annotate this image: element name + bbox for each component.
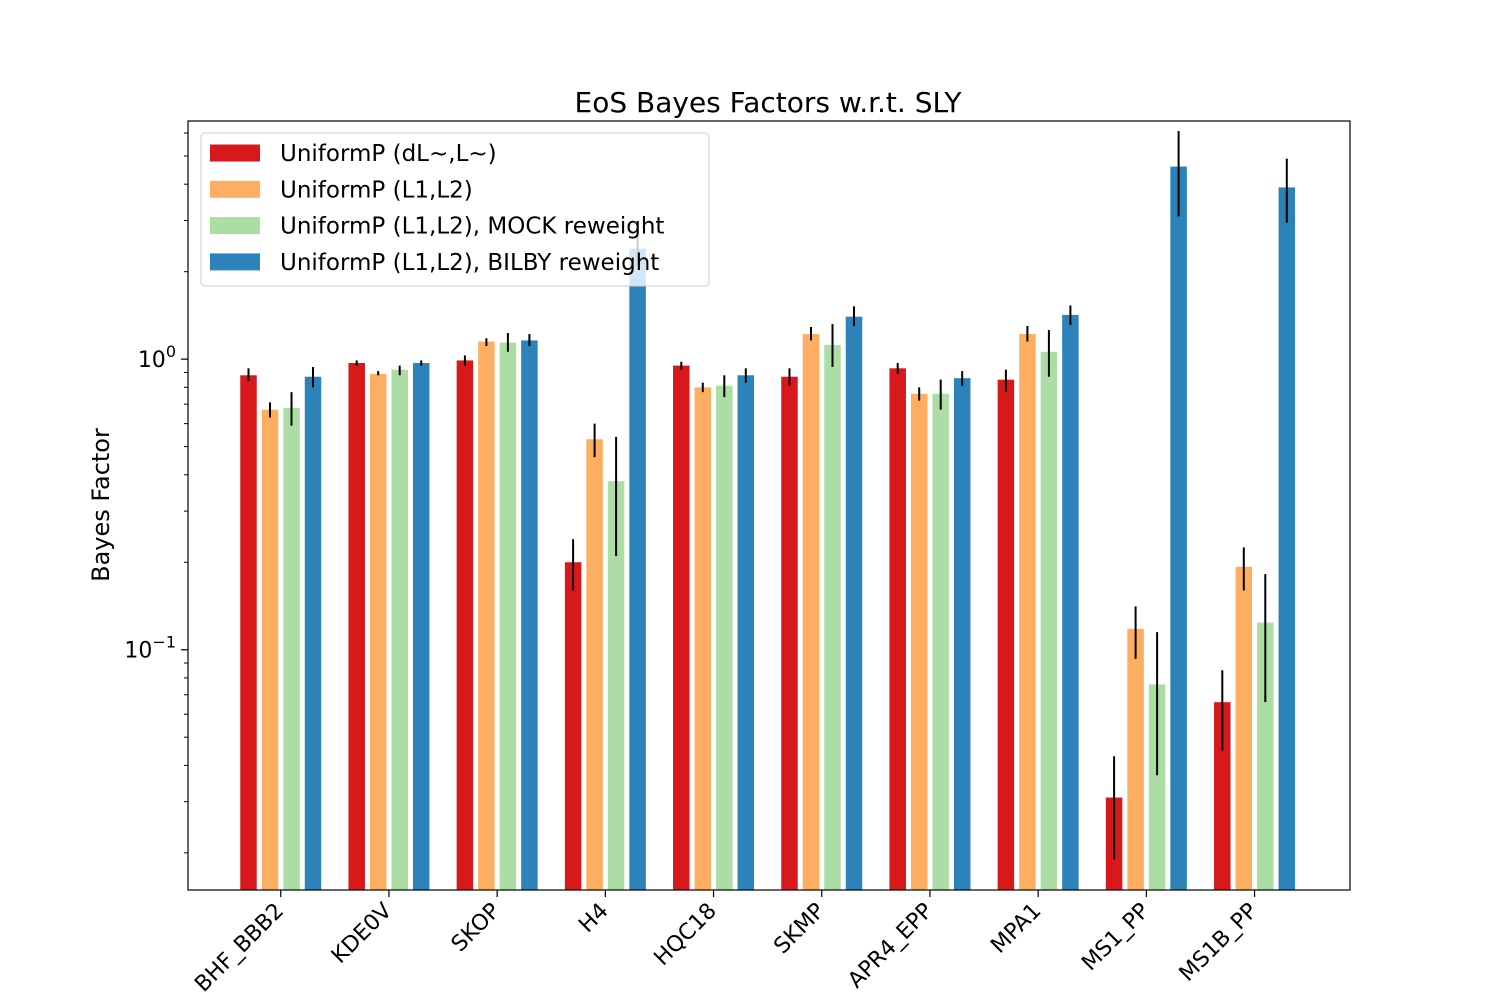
plot-frame (187, 120, 1351, 891)
legend-swatch (210, 253, 260, 271)
x-tick-label: HQC18 (650, 899, 722, 971)
bar (802, 334, 820, 890)
bar (910, 393, 928, 890)
x-tick-label: MPA1 (986, 899, 1046, 959)
bar (1257, 622, 1274, 890)
legend-label: UniformP (L1,L2) (280, 177, 473, 203)
bar (629, 248, 646, 890)
x-axis-ticks: BHF_BBB2 KDE0V SKOP H4 HQC18 SKMP APR4_EPP MPA1… (190, 890, 1263, 998)
legend-swatch (210, 180, 260, 198)
bar (673, 365, 690, 890)
legend-swatch (210, 217, 260, 235)
y-tick-label: 100 (138, 342, 176, 373)
bar (499, 342, 517, 890)
x-tick-label: H4 (574, 899, 613, 938)
x-tick-label: SKMP (769, 899, 830, 960)
bar (1148, 684, 1166, 890)
chart-title: EoS Bayes Factors w.r.t. SLY (575, 86, 963, 119)
bar (261, 409, 279, 890)
x-tick-label: APR4_EPP (843, 899, 938, 994)
x-tick-label: KDE0V (327, 899, 397, 969)
bar (478, 341, 495, 890)
legend-swatch (210, 144, 260, 162)
errorbars-layer (247, 130, 1288, 860)
bar (1127, 628, 1144, 890)
bar (412, 362, 430, 890)
bar (1235, 566, 1253, 890)
bar (1170, 166, 1187, 890)
x-tick-label: MS1B_PP (1175, 899, 1263, 987)
legend: UniformP (dL~,L~) UniformP (L1,L2) Uniform… (200, 132, 710, 287)
bar (1062, 314, 1079, 890)
bar (824, 344, 841, 891)
bar (391, 369, 408, 890)
x-tick-label: BHF_BBB2 (190, 899, 289, 998)
legend-label: UniformP (L1,L2), BILBY reweight (280, 250, 659, 276)
bar (304, 376, 322, 891)
bar (997, 379, 1015, 890)
y-axis-label: Bayes Factor (87, 428, 115, 582)
bar (586, 439, 603, 890)
y-tick-label: 10−1 (124, 633, 176, 664)
legend-label: UniformP (L1,L2), MOCK reweight (280, 214, 664, 240)
bar (1278, 187, 1296, 890)
x-tick-label: MS1_PP (1077, 899, 1154, 976)
bar (889, 368, 906, 890)
bar (737, 375, 755, 890)
x-tick-label: SKOP (447, 899, 506, 958)
bars-layer (240, 166, 1296, 891)
bar (369, 373, 387, 890)
bar (348, 362, 365, 890)
bar (953, 378, 971, 890)
bar (1214, 702, 1231, 890)
bar (845, 316, 863, 890)
bar (781, 376, 798, 891)
bar (240, 375, 257, 890)
bar (1019, 334, 1036, 890)
legend-box (200, 132, 710, 287)
bar (716, 385, 733, 890)
bar (932, 393, 949, 890)
bar (283, 407, 300, 890)
y-axis-ticks: 10−1 100 (124, 132, 188, 854)
bar (694, 387, 712, 890)
bar (1040, 351, 1058, 890)
bar (456, 360, 474, 890)
legend-label: UniformP (dL~,L~) (280, 141, 497, 167)
bar (607, 481, 625, 890)
bar (521, 340, 538, 890)
bar (564, 562, 582, 890)
